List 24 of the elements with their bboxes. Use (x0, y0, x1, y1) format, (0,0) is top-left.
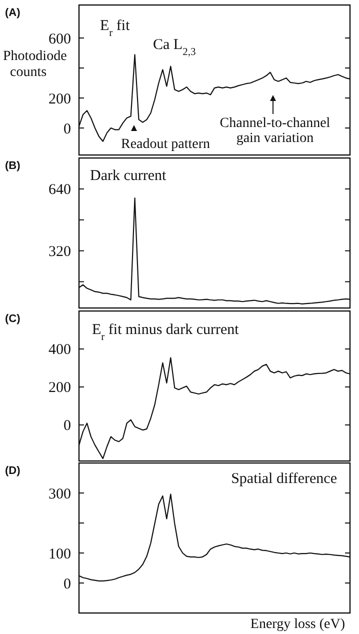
chart-title: (C) (5, 313, 21, 325)
y-tick-label: 200 (48, 380, 71, 396)
y-tick-label: 400 (48, 342, 71, 358)
text: Spatial difference (231, 471, 338, 487)
y-tick-label: 640 (48, 182, 71, 198)
annotation: Readout pattern (121, 137, 210, 152)
y-tick-label: 0 (64, 418, 71, 434)
y-tick-label: 600 (48, 31, 71, 48)
text: Dark current (90, 168, 168, 184)
x-axis-title: Energy loss (eV) (250, 617, 346, 632)
chart-title: (A) (5, 7, 21, 19)
annotation: Channel-to-channel gain variation (220, 116, 330, 146)
annotation: Ca L$_{2,3}$ (153, 37, 196, 58)
chart-title: (D) (5, 465, 21, 477)
y-tick-label: 200 (48, 91, 71, 108)
y-tick-label: 0 (64, 121, 71, 138)
chart-title: (B) (5, 160, 21, 172)
y-axis-title: Photodiode counts (3, 49, 67, 80)
y-tick-label: 100 (48, 546, 71, 562)
y-tick-label: 320 (48, 244, 71, 260)
y-tick-label: 300 (48, 486, 71, 502)
text: E$_{r}$ fit minus dark current (92, 322, 240, 342)
text: E$_{r}$ fit (100, 18, 131, 38)
y-tick-label: 0 (64, 576, 71, 592)
